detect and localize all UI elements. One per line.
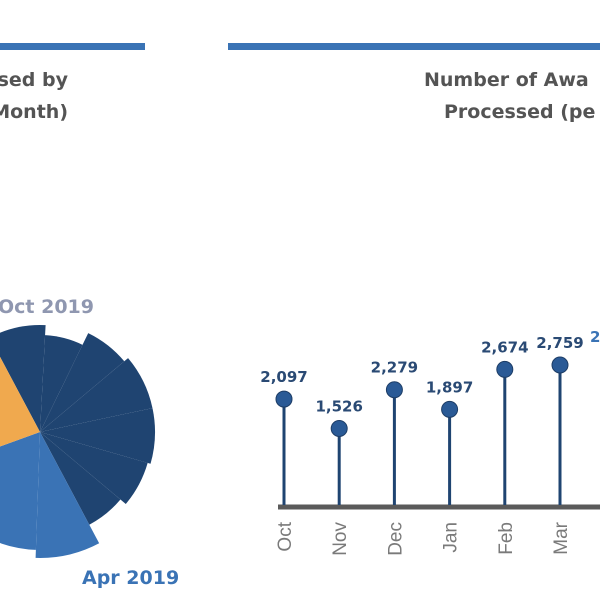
lollipop-dot [496, 360, 514, 378]
right-title-line2: Processed (pe [444, 101, 596, 123]
pie-slice-navy-4 [40, 358, 153, 432]
left-title-line2: Month) [0, 101, 68, 123]
value-label: 1,526 [315, 397, 362, 415]
pie-label-apr-2019: Apr 2019 [82, 567, 180, 589]
lollipop-dot [385, 381, 403, 399]
value-label: 2,674 [481, 338, 528, 356]
x-tick-label: Oct [275, 521, 296, 551]
value-label: 1,897 [426, 378, 473, 396]
x-tick-label: Feb [496, 522, 517, 555]
x-tick-label: Mar [551, 521, 572, 554]
pie-slice-navy-7 [40, 432, 121, 525]
pie-slice-navy-5 [40, 408, 155, 464]
value-label: 2,759 [536, 334, 583, 352]
value-label: 2,279 [371, 359, 418, 377]
pie-slice-blue-1 [35, 432, 100, 558]
value-label: 2,097 [260, 368, 307, 386]
lollipop-dot [441, 400, 459, 418]
left-title-line1: ssed by [0, 69, 68, 91]
x-tick-label: Nov [330, 522, 351, 556]
right-title-bar [228, 43, 600, 50]
left-title-bar [0, 43, 145, 50]
left-chart-title: ssed by Month) [0, 64, 68, 128]
pie-slice-navy-3 [40, 333, 125, 432]
x-tick-label: Dec [385, 522, 406, 556]
pie-slice-navy-1 [0, 325, 46, 432]
pie-slice-navy-2 [40, 335, 83, 432]
right-chart-title: Number of Awa Processed (pe [424, 64, 595, 128]
pie-slice-orange [0, 356, 40, 447]
right-title-line1: Number of Awa [424, 69, 589, 91]
pie-chart [0, 325, 155, 558]
lollipop-dot [275, 390, 293, 408]
x-tick-label: Jan [441, 522, 462, 553]
pie-label-oct-2019: Oct 2019 [0, 296, 94, 318]
value-label-partial: 2 [590, 328, 600, 346]
pie-slice-navy-6 [40, 432, 148, 504]
pie-slice-blue-2 [0, 432, 40, 550]
lollipop-dot [330, 419, 348, 437]
lollipop-dot [551, 356, 569, 374]
lollipop-chart: 2,097 Oct 1,526 Nov 2,279 Dec 1,897 Jan 2,674 Feb… [260, 328, 600, 556]
